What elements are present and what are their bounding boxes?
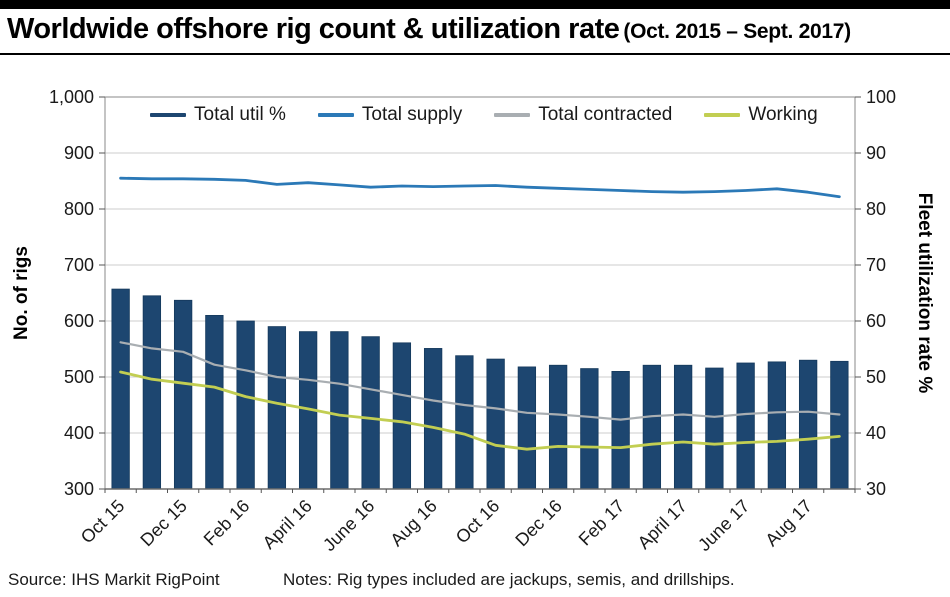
- total-util-swatch-icon: [150, 113, 186, 117]
- chart-title-date-range: (Oct. 2015 – Sept. 2017): [623, 20, 851, 43]
- bar-aug-16: [423, 348, 443, 490]
- working-line: [119, 370, 841, 451]
- y-left-tick-label: 900: [64, 143, 94, 163]
- titlebar: Worldwide offshore rig count & utilizati…: [7, 13, 851, 46]
- bar-dec-15: [173, 299, 193, 490]
- y-right-tick-label: 50: [866, 367, 886, 387]
- bar-mar-17: [642, 364, 662, 490]
- legend-label-working: Working: [748, 104, 818, 125]
- y-left-tick-label: 400: [64, 423, 94, 443]
- bar-jan-17: [580, 368, 599, 490]
- x-tick-label: June 16: [319, 496, 378, 555]
- x-tick-label: Feb 16: [200, 496, 254, 550]
- y-right-tick-label: 60: [866, 311, 886, 331]
- bar-sep-17: [830, 360, 849, 490]
- working-swatch-icon: [704, 113, 741, 117]
- bar-mar-16: [267, 326, 287, 490]
- y-left-tick-label: 1,000: [49, 87, 94, 107]
- y-left-tick-label: 500: [64, 367, 94, 387]
- total-supply-line: [119, 176, 841, 199]
- bar-june-16: [361, 336, 380, 490]
- x-tick-label: April 16: [259, 496, 316, 553]
- total-supply-swatch-icon: [317, 113, 354, 117]
- notes-text: Notes: Rig types included are jackups, s…: [283, 570, 735, 589]
- total-contracted-line: [119, 341, 841, 421]
- rig-count-chart: 1,000 900 800 700 600 500 400 300 100 90 80 70 60 50 4…: [49, 87, 896, 555]
- x-tick-label: April 17: [634, 496, 691, 553]
- bar-oct-15: [111, 288, 130, 490]
- source-text: Source: IHS Markit RigPoint: [8, 570, 220, 589]
- y-right-tick-label: 80: [866, 199, 886, 219]
- x-tick-label: Oct 16: [452, 496, 504, 548]
- bar-feb-16: [236, 320, 255, 490]
- bar-nov-16: [517, 366, 537, 490]
- bar-may-17: [705, 367, 724, 490]
- bar-may-16: [330, 331, 349, 490]
- y-right-tick-label: 40: [866, 423, 886, 443]
- y-right-tick-label: 90: [866, 143, 886, 163]
- top-rule: [0, 0, 950, 9]
- legend-item-total-contracted: Total contracted: [494, 104, 672, 126]
- legend-label-total-util: Total util %: [194, 104, 286, 125]
- legend-item-working: Working: [704, 104, 818, 126]
- bar-jan-16: [205, 314, 224, 490]
- x-tick-label: Aug 17: [761, 496, 815, 550]
- y-right-tick-label: 30: [866, 479, 886, 499]
- y-left-tick-label: 600: [64, 311, 94, 331]
- x-tick-label: June 17: [694, 496, 753, 555]
- bar-june-17: [736, 362, 755, 490]
- x-tick-label: Aug 16: [386, 496, 440, 550]
- bar-april-17: [673, 364, 693, 490]
- x-tick-label: Feb 17: [575, 496, 629, 550]
- x-tick-label: Oct 15: [77, 496, 129, 548]
- bar-feb-17: [611, 370, 630, 490]
- x-tick-label: Dec 15: [136, 496, 190, 550]
- bar-jul-17: [767, 361, 787, 490]
- y-left-tick-label: 300: [64, 479, 94, 499]
- bar-nov-15: [142, 295, 162, 490]
- bar-jul-16: [392, 342, 412, 490]
- legend: Total util % Total supply Total contract…: [150, 104, 818, 126]
- legend-label-total-contracted: Total contracted: [538, 104, 673, 125]
- y-left-tick-label: 800: [64, 199, 94, 219]
- y-right-tick-label: 100: [866, 87, 896, 107]
- bar-aug-17: [798, 359, 818, 490]
- chart-title: Worldwide offshore rig count & utilizati…: [7, 13, 620, 45]
- total-contracted-swatch-icon: [494, 113, 531, 117]
- bar-sep-16: [455, 355, 474, 490]
- x-tick-label: Dec 16: [511, 496, 565, 550]
- legend-item-total-supply: Total supply: [317, 104, 463, 126]
- bar-oct-16: [486, 358, 505, 490]
- y-left-tick-label: 700: [64, 255, 94, 275]
- legend-item-total-util: Total util %: [150, 104, 286, 126]
- y-right-tick-label: 70: [866, 255, 886, 275]
- legend-label-total-supply: Total supply: [361, 104, 463, 125]
- bar-dec-16: [548, 364, 568, 490]
- title-divider: [0, 53, 950, 55]
